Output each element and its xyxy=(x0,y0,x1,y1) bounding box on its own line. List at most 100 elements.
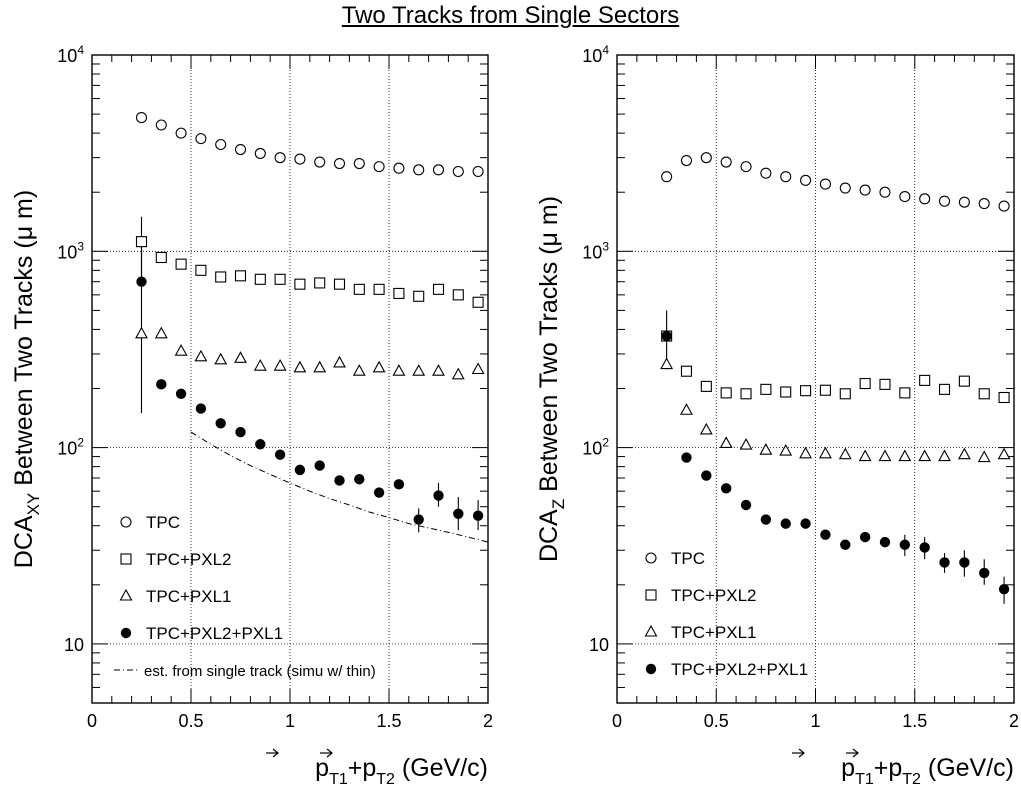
data-point xyxy=(879,378,891,390)
data-point xyxy=(413,290,425,302)
data-point xyxy=(195,264,207,276)
data-point xyxy=(899,191,911,203)
data-point xyxy=(680,365,693,377)
data-point xyxy=(800,518,811,529)
data-point xyxy=(235,426,246,438)
data-point xyxy=(878,449,892,462)
data-point xyxy=(839,182,851,194)
y-axis: 10 102 103 104 xyxy=(582,43,1014,704)
data-point xyxy=(760,383,772,395)
series-tpc-pxl1 xyxy=(660,357,1011,463)
legend-marker xyxy=(644,624,658,637)
x-tick-label: 1 xyxy=(285,711,295,731)
data-point xyxy=(393,287,405,299)
data-point xyxy=(393,162,405,174)
data-point xyxy=(959,557,970,568)
data-point xyxy=(780,171,792,183)
data-point xyxy=(373,487,385,498)
data-point xyxy=(175,388,187,399)
data-point xyxy=(215,138,227,151)
data-point xyxy=(997,447,1011,460)
data-point xyxy=(800,385,812,397)
data-point xyxy=(393,479,405,490)
data-point xyxy=(919,193,931,205)
data-point xyxy=(432,364,445,376)
x-axis-title: pT1+pT2 (GeV/c) xyxy=(315,754,488,787)
data-point xyxy=(760,514,772,525)
data-point xyxy=(819,178,831,190)
data-point xyxy=(432,164,445,176)
y-tick-label: 102 xyxy=(582,436,609,459)
data-point xyxy=(174,344,188,356)
data-point xyxy=(314,460,325,471)
data-point xyxy=(839,388,851,400)
data-point xyxy=(175,127,187,139)
data-point xyxy=(313,360,327,373)
data-point xyxy=(740,388,752,400)
data-point xyxy=(135,326,148,339)
data-point xyxy=(740,161,752,173)
vector-arrows xyxy=(792,748,859,758)
data-point xyxy=(661,330,672,342)
data-point xyxy=(979,567,990,579)
data-point xyxy=(779,443,793,456)
data-point xyxy=(918,449,932,462)
legend-marker xyxy=(120,516,132,528)
data-point xyxy=(958,196,970,208)
data-point xyxy=(759,443,773,455)
data-point xyxy=(859,184,871,196)
data-point xyxy=(858,449,872,462)
y-tick-label: 10 xyxy=(64,635,84,655)
data-point xyxy=(998,583,1010,595)
series-tpc xyxy=(135,112,484,178)
data-point xyxy=(739,437,753,450)
data-point xyxy=(680,403,693,415)
data-point xyxy=(938,383,951,395)
data-point xyxy=(255,439,266,450)
data-point xyxy=(274,273,286,285)
grid xyxy=(617,55,1014,703)
data-point xyxy=(800,174,812,186)
data-point xyxy=(254,147,266,160)
series-tpc-pxl2-pxl1 xyxy=(661,330,1010,595)
data-point xyxy=(452,289,464,301)
legend-label: TPC+PXL2 xyxy=(146,550,232,569)
data-point xyxy=(740,499,752,511)
data-point xyxy=(661,171,673,183)
legend-label: TPC+PXL2 xyxy=(671,586,757,605)
y-tick-label: 103 xyxy=(57,239,84,262)
vector-arrow-head xyxy=(852,748,859,758)
data-point xyxy=(433,490,444,501)
data-point xyxy=(253,359,267,371)
x-tick-label: 1.5 xyxy=(376,711,401,731)
data-point xyxy=(780,518,791,529)
data-point xyxy=(333,157,346,170)
x-axis-title: pT1+pT2 (GeV/c) xyxy=(841,754,1014,787)
data-point xyxy=(175,258,187,270)
data-point xyxy=(700,380,712,392)
data-point xyxy=(353,157,365,170)
legend-label: TPC xyxy=(671,549,705,568)
data-point xyxy=(820,529,831,540)
data-point xyxy=(274,152,286,164)
data-point xyxy=(154,326,168,339)
data-point xyxy=(354,474,365,485)
data-point xyxy=(234,351,247,363)
legend-label: est. from single track (simu w/ thin) xyxy=(144,663,376,680)
x-tick-label: 2 xyxy=(1009,711,1019,731)
data-point xyxy=(818,446,832,459)
x-tick-label: 1 xyxy=(810,711,820,731)
data-point xyxy=(699,422,713,435)
y-axis-title: DCAXY Between Two Tracks (μ m) xyxy=(10,190,43,568)
legend-label: TPC+PXL2+PXL1 xyxy=(146,624,283,643)
y-tick-label: 102 xyxy=(57,436,84,459)
data-point xyxy=(720,387,732,399)
data-point xyxy=(452,165,464,178)
data-point xyxy=(998,200,1010,212)
data-point xyxy=(373,283,385,295)
data-point xyxy=(939,557,950,568)
left-panel: 0 0.5 1 1.5 2 10 102 103 104 DCAXY Between Two Tr… xyxy=(10,43,493,787)
legend-marker xyxy=(645,589,657,601)
legend: TPC TPC+PXL2 TPC+PXL1 TPC+PXL2+PXL1 xyxy=(644,549,808,679)
data-point xyxy=(195,133,207,145)
